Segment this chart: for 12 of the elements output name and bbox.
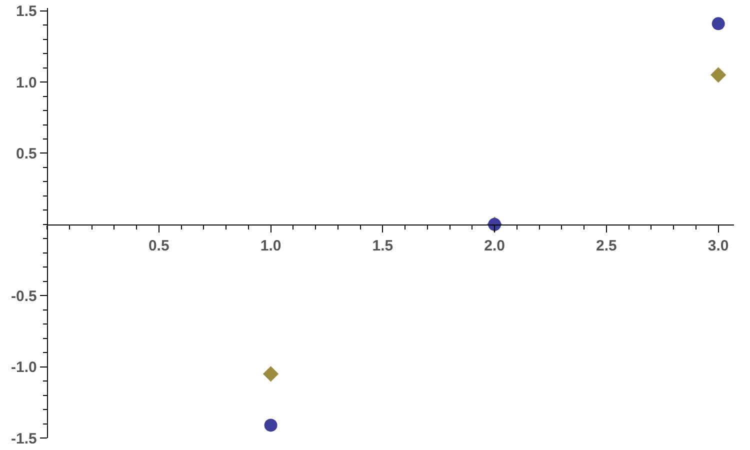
y-tick-label: 1.5 xyxy=(16,3,37,20)
x-tick-label: 1.5 xyxy=(372,238,394,255)
y-tick-label: -1.0 xyxy=(11,359,37,376)
x-tick-label: 2.5 xyxy=(596,238,617,255)
y-tick-label: 0.5 xyxy=(16,145,37,162)
y-tick-label: 1.0 xyxy=(16,74,37,92)
y-tick-label: -0.5 xyxy=(11,288,37,305)
x-tick-label: 2.0 xyxy=(484,238,505,255)
y-tick-label: -1.5 xyxy=(11,430,37,448)
x-tick-label: 3.0 xyxy=(708,238,729,255)
x-tick-label: 1.0 xyxy=(260,238,282,255)
x-tick-label: 0.5 xyxy=(148,238,170,255)
